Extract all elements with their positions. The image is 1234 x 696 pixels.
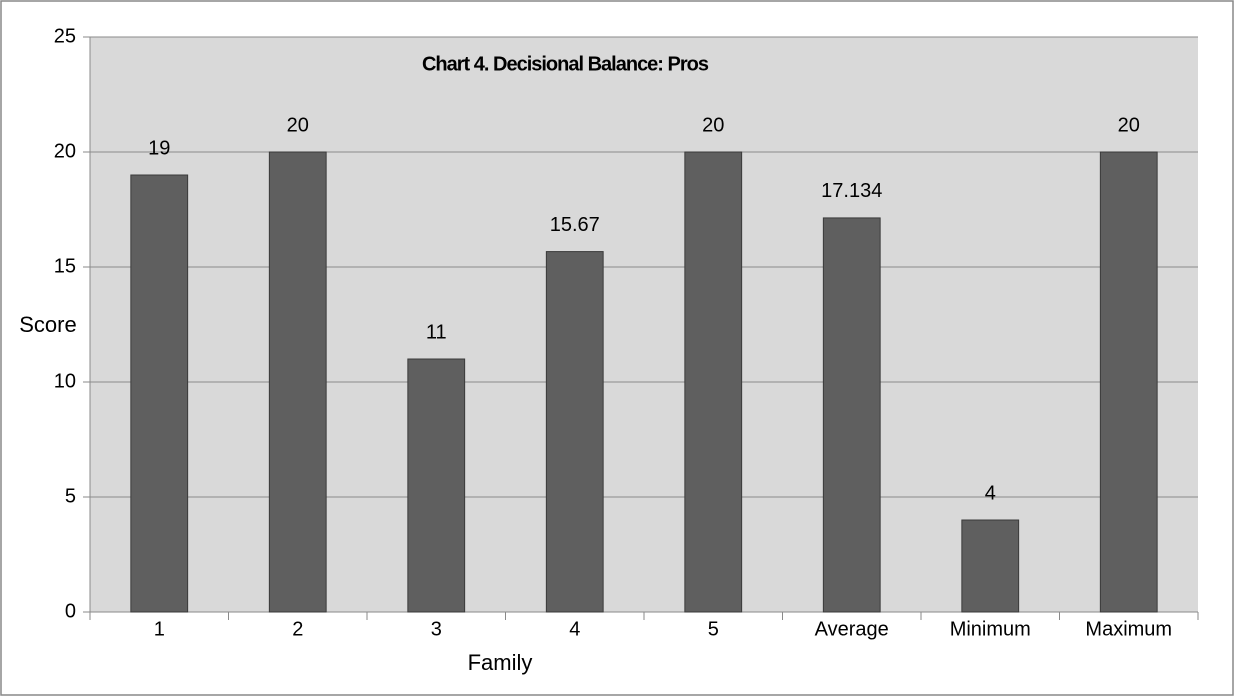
x-tick-label: 2 xyxy=(292,618,303,640)
x-tick-label: 5 xyxy=(708,618,719,640)
x-axis-label: Family xyxy=(468,650,533,675)
bar xyxy=(961,519,1020,613)
bar xyxy=(407,358,466,613)
y-tick-label: 0 xyxy=(65,600,76,622)
bar xyxy=(684,151,743,613)
bar xyxy=(545,251,604,613)
data-label: 20 xyxy=(287,114,309,136)
data-label: 4 xyxy=(985,482,996,504)
bar xyxy=(1099,151,1158,613)
data-label: 17.134 xyxy=(821,180,882,202)
y-axis-label: Score xyxy=(19,312,76,337)
chart-title: Chart 4. Decisional Balance: Pros xyxy=(422,53,709,75)
x-tick-label: 3 xyxy=(431,618,442,640)
x-tick-label: Minimum xyxy=(950,618,1031,640)
data-label: 11 xyxy=(426,321,447,343)
y-tick-label: 20 xyxy=(54,140,76,162)
x-tick-label: Average xyxy=(815,618,889,640)
bar xyxy=(268,151,327,613)
y-tick-label: 5 xyxy=(65,485,76,507)
data-label: 20 xyxy=(1118,114,1140,136)
data-label: 15.67 xyxy=(550,214,600,236)
x-tick-label: 1 xyxy=(154,618,165,640)
x-tick-label: Maximum xyxy=(1085,618,1172,640)
data-label: 19 xyxy=(148,137,170,159)
marks: 0 5 10 15 20 25 1 19 2 20 3 11 4 15.67 5 20 Average 17.13… xyxy=(54,25,1199,640)
data-label: 20 xyxy=(702,114,724,136)
plot-area xyxy=(90,37,1198,612)
y-tick-label: 15 xyxy=(54,255,76,277)
bar xyxy=(822,217,881,613)
y-tick-label: 10 xyxy=(54,370,76,392)
x-tick-label: 4 xyxy=(569,618,580,640)
bar xyxy=(130,174,189,613)
y-tick-label: 25 xyxy=(54,25,76,47)
